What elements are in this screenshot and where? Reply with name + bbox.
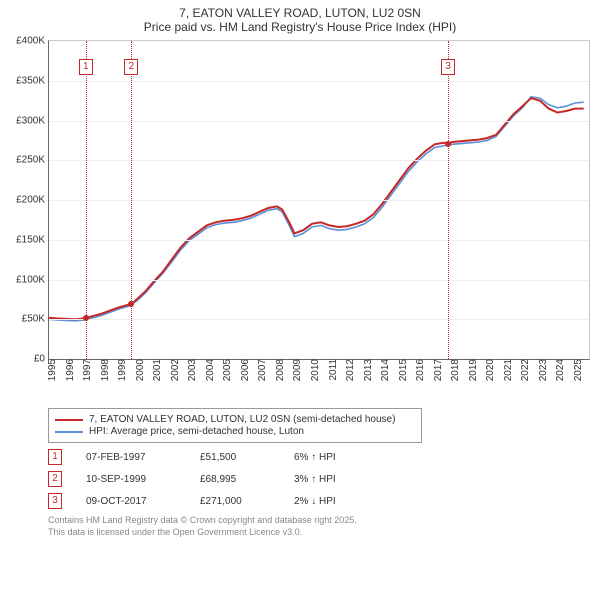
x-axis-label: 1998 [98,359,111,381]
x-axis-label: 2020 [483,359,496,381]
transaction-marker-label: 1 [79,59,93,75]
transaction-hpi-diff: 2% ↓ HPI [294,496,374,507]
y-axis-label: £100K [16,274,49,285]
x-axis-label: 2014 [378,359,391,381]
x-axis-label: 2010 [308,359,321,381]
x-axis-label: 2008 [273,359,286,381]
transaction-marker-label: 3 [441,59,455,75]
transaction-price: £271,000 [200,496,270,507]
legend-label: HPI: Average price, semi-detached house,… [89,426,304,437]
x-axis-label: 2023 [536,359,549,381]
transaction-marker-dot [445,141,451,147]
x-axis-label: 1999 [115,359,128,381]
chart-title: 7, EATON VALLEY ROAD, LUTON, LU2 0SN Pri… [0,0,600,36]
x-axis-label: 2015 [396,359,409,381]
x-axis-label: 2018 [448,359,461,381]
x-axis-label: 2003 [185,359,198,381]
transaction-index: 2 [48,471,62,487]
y-axis-label: £50K [22,314,49,325]
transaction-date: 10-SEP-1999 [86,474,176,485]
x-axis-label: 2025 [571,359,584,381]
x-axis-label: 1997 [80,359,93,381]
x-axis-label: 2001 [150,359,163,381]
transaction-price: £51,500 [200,452,270,463]
transaction-index: 1 [48,449,62,465]
x-axis-label: 2009 [290,359,303,381]
transaction-hpi-diff: 6% ↑ HPI [294,452,374,463]
x-axis-label: 2024 [553,359,566,381]
transaction-index: 3 [48,493,62,509]
series-price-paid [49,98,584,319]
y-axis-label: £250K [16,155,49,166]
x-axis-label: 2011 [326,359,339,381]
transaction-marker-line [448,41,449,359]
transaction-marker-line [131,41,132,359]
transaction-price: £68,995 [200,474,270,485]
plot-area: £0£50K£100K£150K£200K£250K£300K£350K£400… [48,40,590,360]
legend-swatch [55,419,83,421]
transaction-marker-label: 2 [124,59,138,75]
y-axis-label: £350K [16,75,49,86]
legend: 7, EATON VALLEY ROAD, LUTON, LU2 0SN (se… [48,408,422,443]
x-axis-label: 2004 [203,359,216,381]
x-axis-label: 2006 [238,359,251,381]
transaction-marker-line [86,41,87,359]
x-axis-label: 2002 [168,359,181,381]
y-axis-label: £150K [16,234,49,245]
y-axis-label: £300K [16,115,49,126]
legend-item: 7, EATON VALLEY ROAD, LUTON, LU2 0SN (se… [55,414,415,425]
x-axis-label: 2000 [133,359,146,381]
legend-label: 7, EATON VALLEY ROAD, LUTON, LU2 0SN (se… [89,414,395,425]
series-hpi [49,97,584,321]
x-axis-label: 2019 [466,359,479,381]
legend-swatch [55,431,83,433]
chart-area: £0£50K£100K£150K£200K£250K£300K£350K£400… [0,36,600,406]
x-axis-label: 2016 [413,359,426,381]
x-axis-label: 1995 [45,359,58,381]
title-address: 7, EATON VALLEY ROAD, LUTON, LU2 0SN [0,6,600,20]
x-axis-label: 2021 [501,359,514,381]
x-axis-label: 2005 [220,359,233,381]
transaction-row: 3 09-OCT-2017 £271,000 2% ↓ HPI [48,493,580,509]
x-axis-label: 1996 [63,359,76,381]
y-axis-label: £200K [16,195,49,206]
legend-item: HPI: Average price, semi-detached house,… [55,426,415,437]
x-axis-label: 2017 [431,359,444,381]
transaction-row: 1 07-FEB-1997 £51,500 6% ↑ HPI [48,449,580,465]
footer-line2: This data is licensed under the Open Gov… [48,527,580,539]
footer-line1: Contains HM Land Registry data © Crown c… [48,515,580,527]
y-axis-label: £400K [16,36,49,47]
transaction-date: 07-FEB-1997 [86,452,176,463]
x-axis-label: 2013 [361,359,374,381]
attribution-footer: Contains HM Land Registry data © Crown c… [48,515,580,538]
transaction-marker-dot [128,301,134,307]
transactions-table: 1 07-FEB-1997 £51,500 6% ↑ HPI 2 10-SEP-1999 £… [48,449,580,509]
x-axis-label: 2022 [518,359,531,381]
transaction-marker-dot [83,315,89,321]
x-axis-label: 2007 [255,359,268,381]
title-subtitle: Price paid vs. HM Land Registry's House … [0,20,600,34]
transaction-date: 09-OCT-2017 [86,496,176,507]
transaction-row: 2 10-SEP-1999 £68,995 3% ↑ HPI [48,471,580,487]
transaction-hpi-diff: 3% ↑ HPI [294,474,374,485]
x-axis-label: 2012 [343,359,356,381]
